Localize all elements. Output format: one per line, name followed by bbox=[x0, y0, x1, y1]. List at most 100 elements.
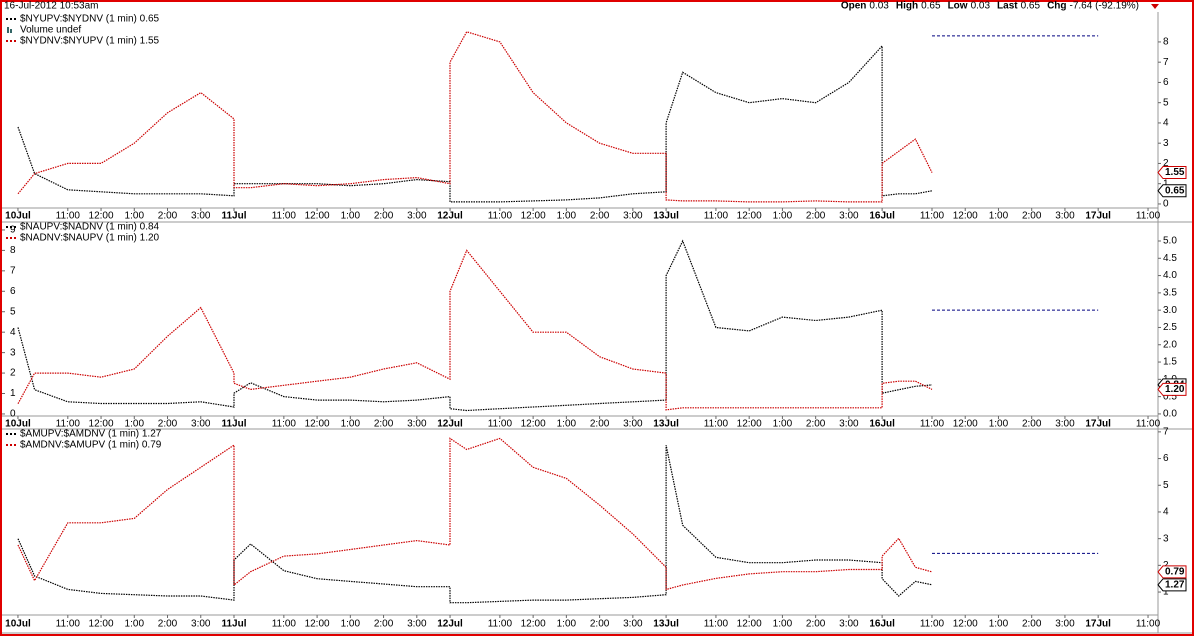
series-line bbox=[17, 437, 933, 591]
x-tick-label: 2:00 bbox=[1022, 211, 1042, 222]
tag-shape bbox=[1157, 565, 1187, 579]
stat-value: -7.64 (-92.19%) bbox=[1070, 1, 1139, 12]
x-tick-label: 1:00 bbox=[557, 211, 577, 222]
dropdown-arrow[interactable] bbox=[1151, 4, 1159, 9]
volume-icon bbox=[10, 29, 12, 33]
x-tick-label: 1:00 bbox=[125, 619, 145, 630]
x-tick-label: 11:00 bbox=[920, 619, 945, 630]
stat-value: 0.65 bbox=[921, 1, 941, 12]
series-line bbox=[17, 31, 933, 203]
y2-tick-label: 3.5 bbox=[1163, 288, 1177, 299]
x-tick-label: 1:00 bbox=[341, 619, 361, 630]
y-tick-label: 7 bbox=[1163, 427, 1169, 438]
stat-label: Chg bbox=[1047, 1, 1066, 12]
x-tick-label: 16Jul bbox=[869, 211, 895, 222]
tag-label: 1.27 bbox=[1165, 579, 1185, 590]
x-tick-label: 12:00 bbox=[521, 619, 546, 630]
x-tick-label: 2:00 bbox=[590, 419, 610, 430]
chart-date: 16-Jul-2012 10:53am bbox=[4, 1, 99, 12]
stat-label: Low bbox=[948, 1, 968, 12]
x-tick-label: 11:00 bbox=[920, 419, 945, 430]
x-tick-label: 1:00 bbox=[989, 211, 1009, 222]
y2-tick-label: 5.0 bbox=[1163, 236, 1177, 247]
x-tick-label: 2:00 bbox=[806, 419, 826, 430]
stat-value: 0.03 bbox=[869, 1, 889, 12]
x-tick-label: 2:00 bbox=[158, 619, 178, 630]
x-tick-label: 11:00 bbox=[704, 419, 729, 430]
y-tick-label: 5 bbox=[10, 306, 16, 317]
tag-shape bbox=[1157, 382, 1187, 396]
y-tick-label: 3 bbox=[10, 347, 16, 358]
x-tick-label: 11:00 bbox=[488, 619, 513, 630]
x-tick-label: 1:00 bbox=[557, 619, 577, 630]
tag-label: 1.55 bbox=[1165, 167, 1185, 178]
x-tick-label: 11:00 bbox=[704, 211, 729, 222]
x-tick-label: 3:00 bbox=[191, 419, 211, 430]
x-tick-label: 11:00 bbox=[1136, 619, 1161, 630]
y2-tick-label: 4.5 bbox=[1163, 253, 1177, 264]
y-tick-label: 8 bbox=[1163, 37, 1169, 48]
y2-tick-label: 0.5 bbox=[1163, 391, 1177, 402]
x-tick-label: 3:00 bbox=[407, 619, 427, 630]
x-tick-label: 1:00 bbox=[773, 419, 793, 430]
x-tick-label: 2:00 bbox=[374, 211, 394, 222]
x-tick-label: 11Jul bbox=[221, 419, 246, 430]
x-tick-label: 1:00 bbox=[989, 419, 1009, 430]
x-tick-label: 12:00 bbox=[305, 419, 330, 430]
x-tick-label: 2:00 bbox=[374, 619, 394, 630]
y-tick-label: 3 bbox=[1163, 138, 1169, 149]
x-tick-label: 1:00 bbox=[773, 619, 793, 630]
legend-label: $AMUPV:$AMDNV (1 min) 1.27 bbox=[20, 429, 162, 440]
x-tick-label: 1:00 bbox=[341, 211, 361, 222]
x-tick-label: 11:00 bbox=[272, 619, 297, 630]
x-tick-label: 1:00 bbox=[557, 419, 577, 430]
tag-shape bbox=[1157, 184, 1187, 198]
x-tick-label: 16Jul bbox=[869, 619, 895, 630]
x-tick-label: 12:00 bbox=[521, 419, 546, 430]
x-tick-label: 11:00 bbox=[1136, 211, 1161, 222]
x-tick-label: 3:00 bbox=[623, 619, 643, 630]
y-tick-label: 5 bbox=[1163, 97, 1169, 108]
x-tick-label: 11:00 bbox=[56, 619, 81, 630]
x-tick-label: 11:00 bbox=[272, 419, 297, 430]
last-value-tag: 0.65 bbox=[1157, 184, 1187, 198]
last-value-tag: 1.27 bbox=[1157, 578, 1187, 592]
x-tick-label: 2:00 bbox=[158, 211, 178, 222]
y-tick-label: 4 bbox=[1163, 507, 1169, 518]
y-tick-label: 7 bbox=[10, 265, 16, 276]
tag-shape bbox=[1157, 578, 1187, 592]
y-tick-label: 9 bbox=[10, 225, 16, 236]
x-tick-label: 17Jul bbox=[1085, 211, 1111, 222]
x-tick-label: 3:00 bbox=[407, 211, 427, 222]
x-tick-label: 11:00 bbox=[488, 211, 513, 222]
x-tick-label: 16Jul bbox=[869, 419, 895, 430]
x-tick-label: 1:00 bbox=[773, 211, 793, 222]
x-tick-label: 3:00 bbox=[191, 211, 211, 222]
tag-shape bbox=[1157, 166, 1187, 180]
x-tick-label: 12Jul bbox=[437, 619, 463, 630]
x-tick-label: 12:00 bbox=[89, 211, 114, 222]
x-tick-label: 3:00 bbox=[191, 619, 211, 630]
y-tick-label: 1 bbox=[1163, 587, 1169, 598]
x-tick-label: 12:00 bbox=[521, 211, 546, 222]
y-tick-label: 0 bbox=[1163, 199, 1169, 210]
x-tick-label: 3:00 bbox=[839, 211, 859, 222]
tag-label: 0.79 bbox=[1165, 567, 1185, 578]
x-tick-label: 11:00 bbox=[56, 211, 81, 222]
last-value-tag: 0.79 bbox=[1157, 565, 1187, 579]
x-tick-label: 2:00 bbox=[1022, 619, 1042, 630]
x-tick-label: 3:00 bbox=[1055, 419, 1075, 430]
x-tick-label: 11Jul bbox=[221, 619, 246, 630]
y-tick-label: 8 bbox=[10, 245, 16, 256]
x-tick-label: 11Jul bbox=[221, 211, 246, 222]
y-tick-label: 1 bbox=[1163, 178, 1169, 189]
x-tick-label: 3:00 bbox=[1055, 211, 1075, 222]
last-value-tag: 1.55 bbox=[1157, 166, 1187, 180]
y-tick-label: 4 bbox=[1163, 118, 1169, 129]
stat-label: Open bbox=[841, 1, 867, 12]
y-tick-label: 2 bbox=[10, 368, 16, 379]
x-tick-label: 12:00 bbox=[737, 419, 762, 430]
x-tick-label: 10Jul bbox=[5, 211, 31, 222]
y2-tick-label: 0.0 bbox=[1163, 409, 1177, 420]
